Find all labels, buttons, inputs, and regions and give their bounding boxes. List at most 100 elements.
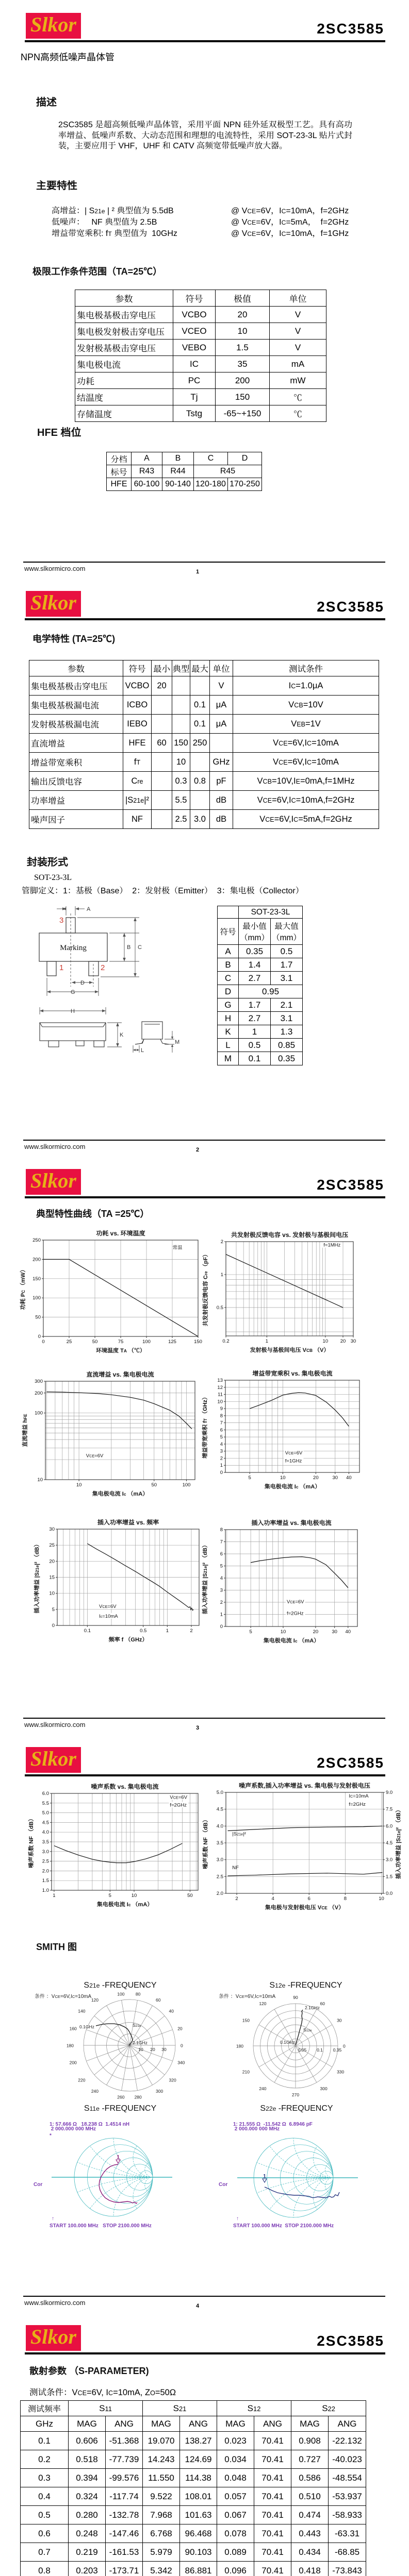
sparam-cell: 70.41	[254, 2468, 292, 2487]
elec-cell: 2.5	[172, 809, 190, 829]
chart-text: 2	[220, 1455, 223, 1461]
elec-cell: 输出反馈电容	[29, 771, 123, 791]
dims-cell: 0.95	[238, 985, 303, 998]
pin-3-label: 3	[59, 916, 63, 925]
chart-text-span: |² （dB）	[34, 1541, 40, 1565]
chart-text: 7.5	[386, 1807, 392, 1812]
sparam-cell: 19.070	[142, 2431, 180, 2450]
drawing-shape	[160, 1039, 170, 1045]
chart-annotation: IC=10mA	[349, 1793, 369, 1799]
chart-text-span: 集电极电流 I	[92, 1490, 124, 1497]
polar-angle-label: 60	[156, 1997, 161, 2003]
chart-text-span: NF	[232, 1865, 239, 1871]
elec-cell: dB	[209, 790, 233, 810]
chart-annotation: f=1MHz	[323, 1243, 340, 1248]
dim-d-label: D	[80, 980, 85, 986]
chart-element	[226, 1792, 383, 1893]
chart-element	[52, 2138, 172, 2217]
chart-text-span: CE	[290, 1600, 295, 1604]
sparam-cell: 7.968	[142, 2505, 180, 2524]
dims-cell: 0.35	[270, 1052, 303, 1065]
drawing-rect	[39, 1022, 106, 1041]
abs-max-cell: 200	[215, 372, 270, 389]
dim-m-label: M	[175, 1039, 179, 1045]
chart-text: 3.5	[217, 1840, 223, 1846]
chart-text: 100	[32, 1295, 41, 1301]
chart-title: 噪声系数 vs. 集电极电流	[91, 1783, 158, 1790]
dims-cell: 2.7	[238, 1011, 271, 1025]
chart-text: 7	[220, 1420, 223, 1426]
abs-max-row: 结温度 Tj 150 ℃	[75, 388, 326, 405]
abs-max-row: 功耗 PC 200 mW	[75, 372, 326, 389]
text-segment: O	[150, 2389, 155, 2397]
dims-cell: 最大值 （mm）	[270, 918, 303, 945]
chart-text-span: 环境温度 T	[96, 1347, 124, 1354]
chart-annotation: f=2GHz	[170, 1802, 187, 1808]
chart-text-span: c	[128, 1902, 131, 1907]
text-segment: 21	[179, 2404, 187, 2413]
sparam-test-condition: 测试条件：VCE=6V, IC=10mA, ZO=50Ω	[29, 2388, 176, 2397]
heading-package: 封装形式	[27, 854, 68, 869]
sparam-cell: GHz	[20, 2416, 69, 2432]
elec-cell: VCB=10V	[233, 695, 379, 715]
curve-label: S12e	[303, 2027, 312, 2032]
series-line	[54, 1843, 183, 1863]
dims-cell: 2.7	[238, 971, 271, 985]
chart-s11e-smith: S11e -FREQUENCY 1: 57.666 Ω 18.238 Ω 1.45…	[26, 2103, 179, 2235]
chart-text-span: 噪声系数 NF （dB）	[28, 1816, 35, 1868]
brand-logo-text: Slkor	[30, 591, 76, 614]
y2-axis-title: 插入功率增益 |S21e|² （dB）	[395, 1807, 402, 1879]
footer-site-url: www.slkormicro.com	[24, 1721, 86, 1728]
sparam-row: 0.4 0.324 -117.74 9.522 108.01 0.057 70.41 0.51…	[20, 2487, 367, 2506]
elec-cell: 功率增益	[29, 790, 123, 810]
dim-h-label: H	[71, 1008, 75, 1014]
text-segment: re	[137, 777, 143, 785]
heading-description: 描述	[36, 94, 57, 109]
footer-site-url: www.slkormicro.com	[24, 565, 86, 572]
plot-frame	[98, 1613, 121, 1619]
text-segment: CE	[279, 739, 288, 747]
chart-text-span: CE	[173, 1795, 178, 1800]
elec-cell	[190, 676, 210, 696]
dims-cell: 0.85	[270, 1038, 303, 1052]
chart-text-span: FE	[23, 1414, 28, 1419]
sweep-arrow: ↑	[236, 2216, 239, 2222]
chart-text: 100	[183, 1482, 191, 1488]
drawing-group: Marking A B C D G H K L M 3 1 2	[59, 906, 179, 1054]
chart-text-span: 插入功率增益 |S	[395, 1838, 402, 1878]
y-axis-title: 共发射极反馈电容 Cre （pF）	[202, 1251, 209, 1326]
chart-condition: 条件 ：VCE=6V,IC=10mA	[219, 1993, 276, 1999]
chart-text: 40	[346, 1475, 352, 1481]
abs-max-cell: V	[269, 323, 326, 340]
brand-logo: Slkor	[26, 591, 81, 617]
sparam-cell: 0.1	[20, 2431, 69, 2450]
sparam-cell: 0.096	[217, 2561, 255, 2576]
heading-abs-max: 极限工作条件范围（TA=25℃）	[32, 264, 162, 278]
polar-angle-label: 280	[135, 2095, 142, 2100]
chart-text-span: 条件 ：V	[35, 1993, 55, 1999]
chart-text-span: =6V,I	[244, 1994, 256, 1999]
text-segment: C	[307, 739, 312, 747]
chart-text: 3.5	[42, 1839, 49, 1845]
sparam-row: 0.5 0.280 -132.78 7.968 101.63 0.067 70.41 0.47…	[20, 2505, 367, 2524]
chart-text-span: （mA）	[298, 1483, 320, 1490]
chart-text: 2.0	[42, 1868, 49, 1874]
sparam-cell: -117.74	[105, 2487, 143, 2506]
chart-title: S22e -FREQUENCY	[260, 2104, 333, 2113]
polar-angle-label: 80	[136, 1991, 141, 1996]
series-label: NF	[232, 1865, 239, 1871]
grid-circle	[133, 2138, 153, 2178]
chart-text: 0	[220, 1624, 223, 1630]
sparam-cell: 0.434	[291, 2543, 329, 2562]
hfe-cell: 分档	[106, 452, 132, 465]
chart-text: 30	[351, 1338, 356, 1344]
chart-text-span: T	[203, 1418, 208, 1421]
polar-angle-label: 160	[70, 2026, 77, 2031]
chart-text: 50	[92, 1339, 98, 1345]
text-segment: 11	[105, 2404, 112, 2413]
chart-element	[43, 1240, 198, 1336]
grid-line	[129, 2029, 173, 2046]
page-number: 4	[195, 2303, 200, 2309]
grid-line	[129, 2045, 153, 2086]
chart-text: 5.0	[217, 1790, 223, 1795]
